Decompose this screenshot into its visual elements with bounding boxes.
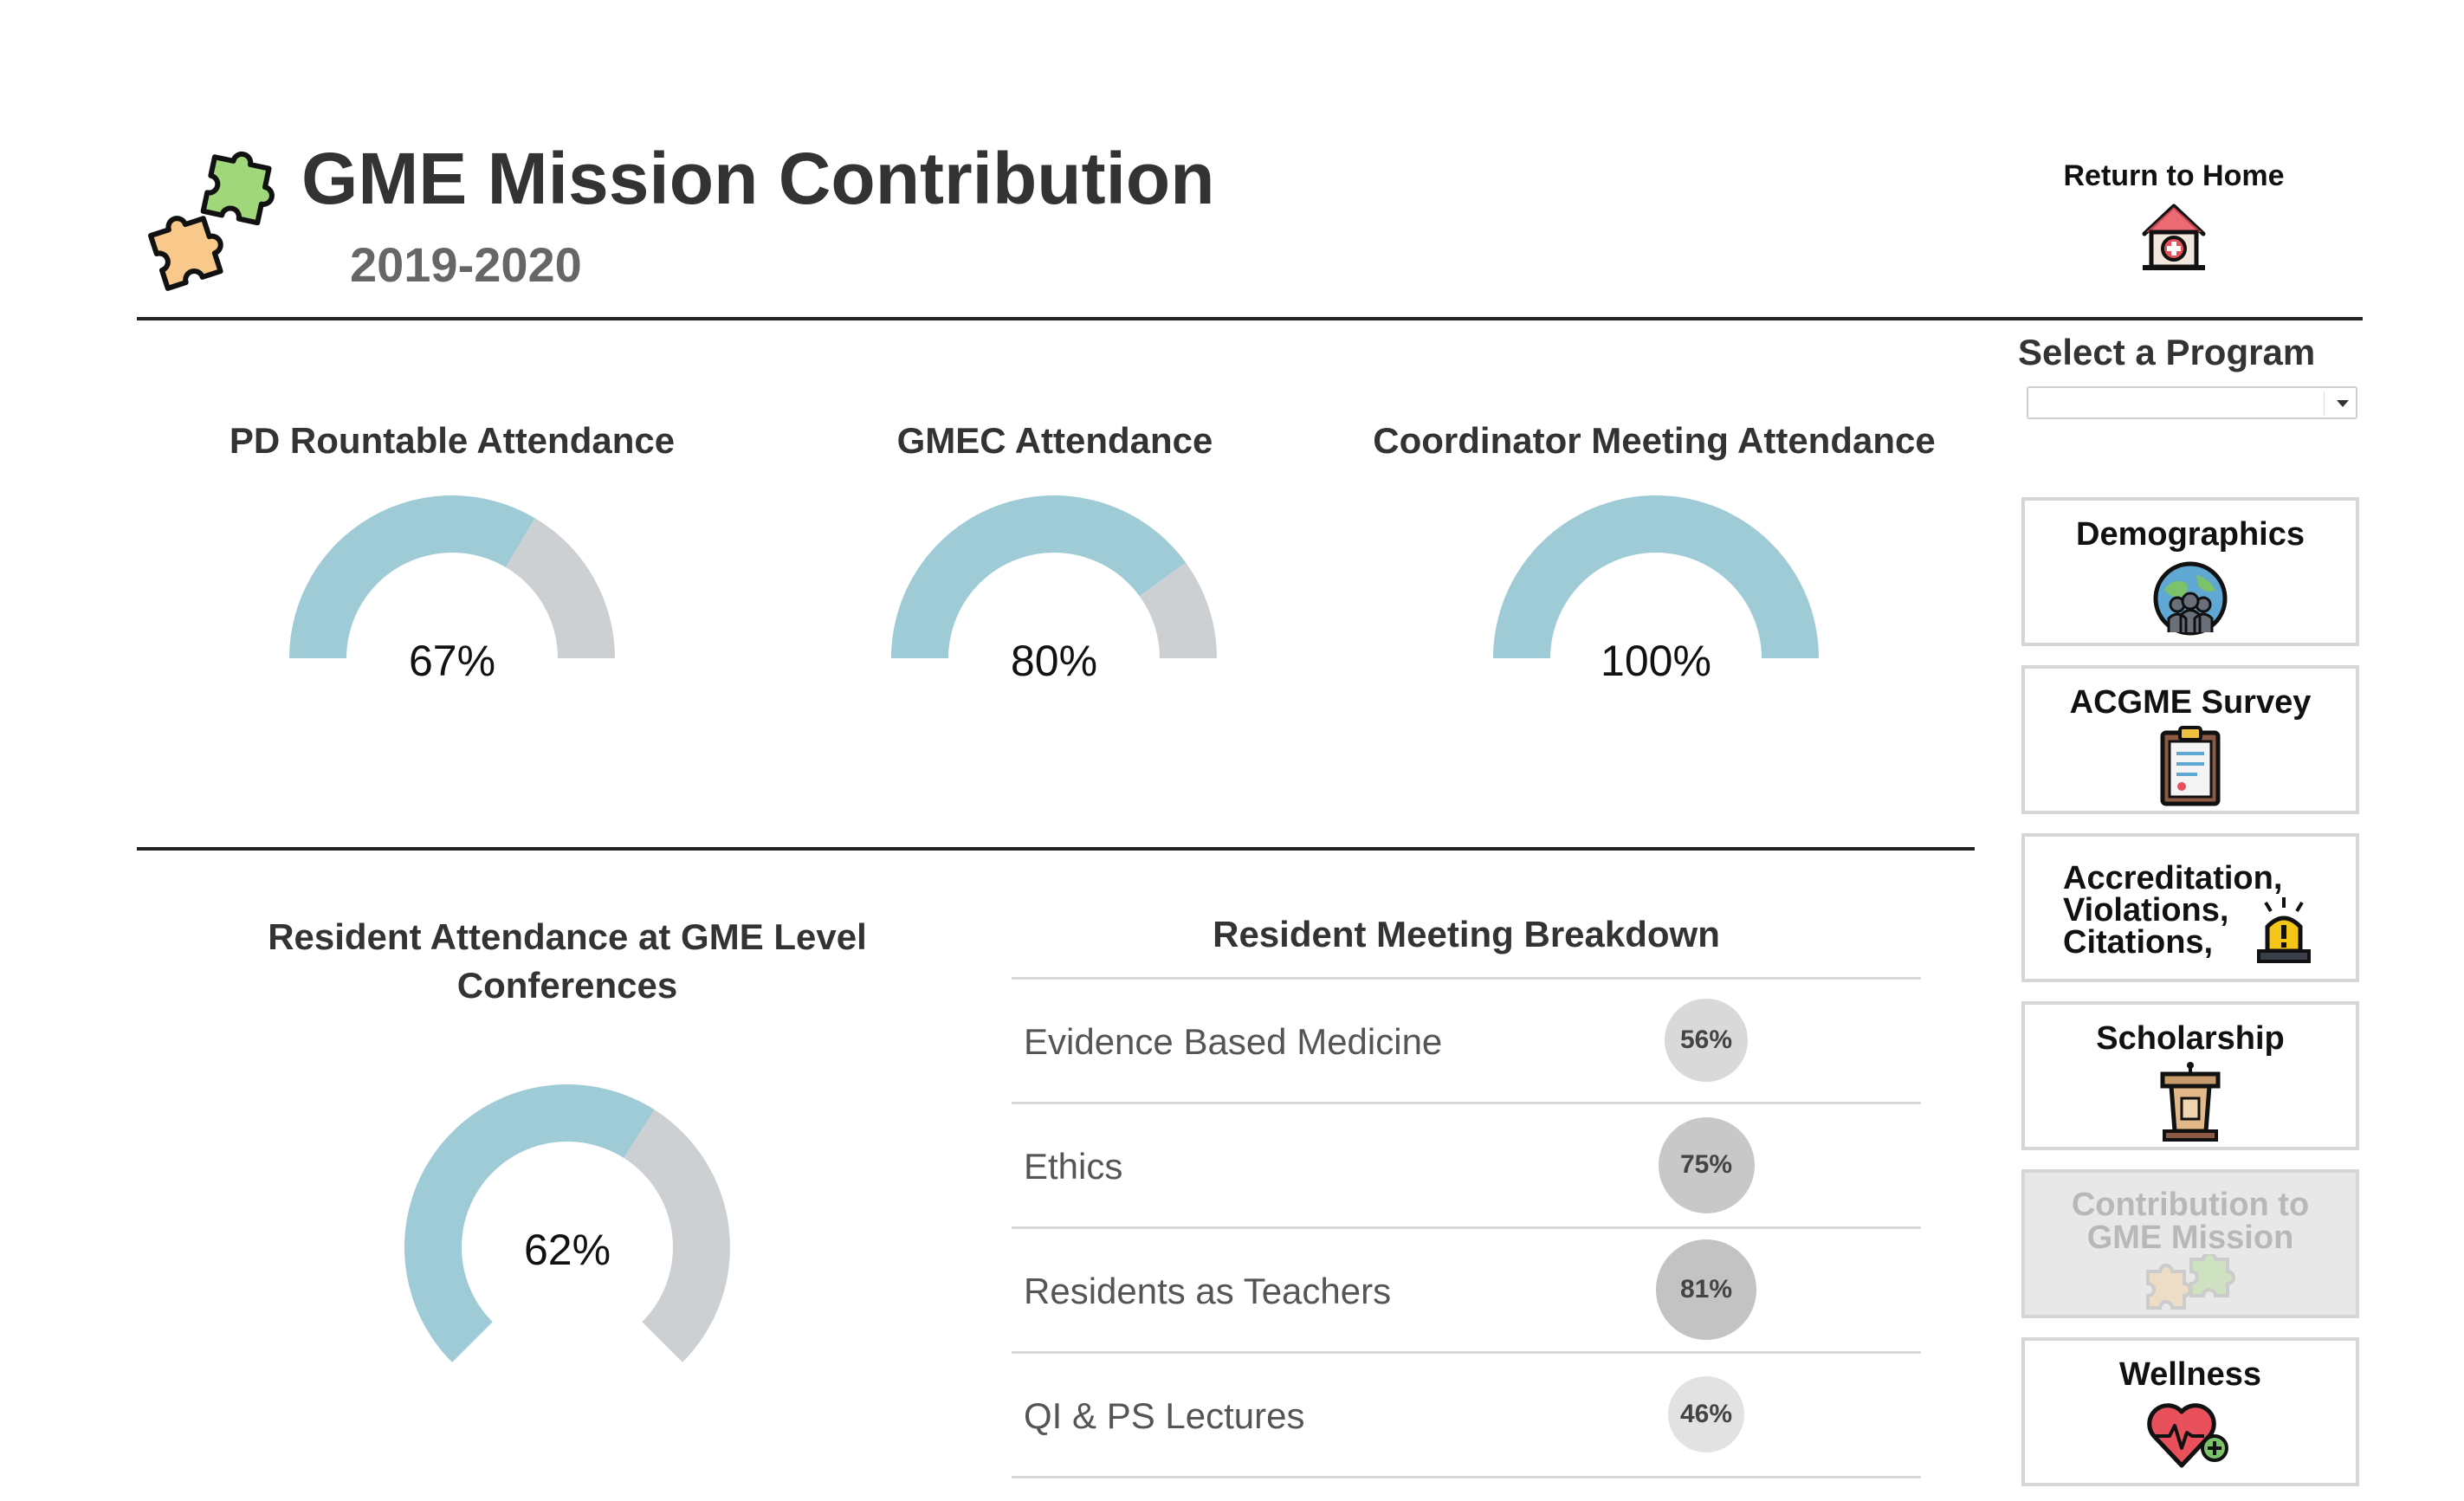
nav-card-acgme-survey[interactable]: ACGME Survey [2021,665,2359,814]
warning-light-icon [2254,896,2314,965]
breakdown-pct-circle: 56% [1665,999,1748,1082]
return-home-label: Return to Home [2063,159,2285,192]
accreditation-line1: Accreditation, [2063,860,2283,896]
nav-card-scholarship[interactable]: Scholarship [2021,1001,2359,1150]
breakdown-pct-label: 46% [1679,1400,1733,1428]
return-home-button[interactable]: Return to Home [2027,161,2321,282]
conference-gauge-fill [404,1084,655,1362]
breakdown-row-label: Evidence Based Medicine [1024,1021,1443,1062]
table-divider [1012,1351,1921,1354]
conference-gauge-title: Resident Attendance at GME Level Confere… [217,913,918,1010]
conference-title-line2: Conferences [456,965,678,1006]
table-divider [1012,1226,1921,1229]
clipboard-icon [2156,724,2225,807]
home-icon [2139,199,2209,272]
heart-health-icon [2147,1398,2234,1471]
accreditation-line3: Citations, [2063,924,2214,961]
nav-card-wellness[interactable]: Wellness [2021,1337,2359,1486]
nav-card-label: Contribution to GME Mission [2025,1188,2356,1254]
nav-card-demographics[interactable]: Demographics [2021,497,2359,646]
dropdown-separator [2324,391,2325,416]
contribution-line2: GME Mission [2086,1220,2294,1256]
table-divider [1012,1102,1921,1104]
gauge-value-pd-roundtable: 67% [408,637,496,685]
globe-people-icon [2151,560,2229,637]
table-divider [1012,977,1921,980]
program-select-dropdown[interactable] [2027,386,2357,419]
nav-card-label: Wellness [2118,1356,2262,1393]
conference-gauge-value: 62% [523,1226,611,1274]
page-title: GME Mission Contribution [301,138,1215,219]
table-divider [1012,1476,1921,1478]
section-divider [137,847,1975,851]
accreditation-label: Accreditation, Violations, Citations, [2063,860,2283,961]
breakdown-pct-circle: 46% [1668,1376,1744,1452]
gauge-title-gmec: GMEC Attendance [896,420,1213,461]
breakdown-pct-circle: 75% [1658,1116,1755,1213]
breakdown-row-label: Residents as Teachers [1024,1271,1392,1311]
header-divider [137,317,2363,320]
program-select-title: Select a Program [2018,332,2316,372]
nav-card-label: Demographics [2076,516,2305,553]
gauge-pd-roundtable-remainder [506,518,615,658]
gauge-title-coordinator: Coordinator Meeting Attendance [1373,420,1936,461]
breakdown-pct-label: 75% [1679,1150,1733,1179]
gauge-value-coordinator: 100% [1601,637,1711,685]
gauge-pd-roundtable-fill [289,495,535,658]
breakdown-pct-circle: 81% [1656,1239,1756,1340]
gauge-coordinator-fill [1493,495,1819,658]
gauge-gmec-fill [891,495,1187,658]
gauge-title-pd-roundtable: PD Rountable Attendance [229,420,676,461]
puzzle-icon [2143,1252,2238,1311]
breakdown-row-label: Ethics [1024,1146,1123,1187]
page-subtitle-year: 2019-2020 [350,237,582,292]
gauge-value-gmec: 80% [1010,637,1098,685]
nav-card-label: ACGME Survey [2069,684,2312,721]
conference-title-line1: Resident Attendance at GME Level [268,916,867,957]
podium-icon [2156,1062,2225,1143]
puzzle-logo-icon [139,140,294,294]
nav-card-contribution-gme-mission[interactable]: Contribution to GME Mission [2021,1169,2359,1318]
gauge-gmec-remainder [1139,562,1217,658]
breakdown-row-label: QI & PS Lectures [1024,1395,1305,1436]
chevron-down-icon [2337,400,2349,407]
nav-card-accreditation[interactable]: Accreditation, Violations, Citations, [2021,833,2359,982]
breakdown-pct-label: 56% [1679,1025,1733,1054]
contribution-line1: Contribution to [2071,1187,2310,1223]
breakdown-title: Resident Meeting Breakdown [1213,914,1720,954]
breakdown-pct-label: 81% [1679,1275,1733,1304]
accreditation-line2: Violations, [2063,892,2229,928]
nav-card-label: Scholarship [2096,1020,2285,1057]
